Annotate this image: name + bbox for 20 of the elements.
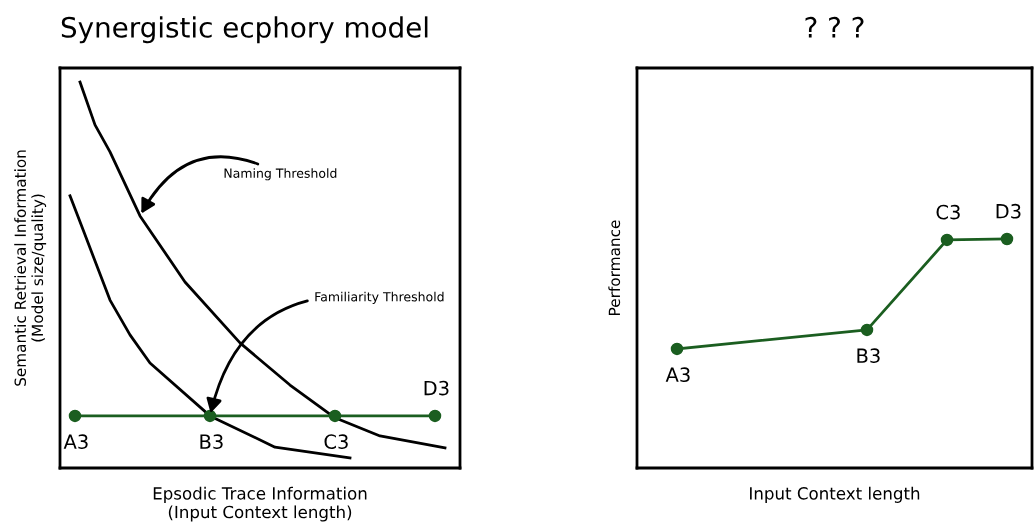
annotation: D3 (424, 380, 449, 396)
point (1000, 232, 1014, 246)
x-axis-title: Input Context length (750, 486, 920, 503)
y-axis-title: Performance (608, 220, 621, 315)
chart-title: ? ? ? (805, 16, 864, 38)
text: D3 (996, 203, 1021, 219)
annotation: A3 (63, 434, 88, 449)
point (940, 233, 954, 247)
annotation: Naming Threshold (224, 168, 337, 181)
annotation: A3 (665, 367, 690, 383)
point (670, 342, 684, 356)
annotation: B3 (857, 348, 880, 364)
annotation: Familiarity Threshold (315, 291, 444, 304)
annotation: B3 (200, 434, 223, 449)
annotation: C3 (324, 434, 348, 449)
y-axis-title: Semantic Retrieval Information (Model size/quality) (14, 150, 47, 386)
x-axis-title: Epsodic Trace Information (Input Context length) (153, 486, 367, 522)
point (860, 323, 874, 337)
chart-title: Synergistic ecphory model (61, 16, 428, 44)
text: C3 (936, 204, 960, 220)
